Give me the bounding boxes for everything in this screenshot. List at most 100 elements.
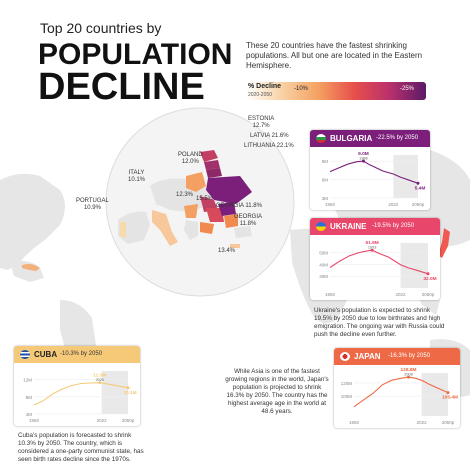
map-label-estonia: ESTONIA 12.7%: [248, 116, 275, 129]
x-tick-label: 2022: [97, 418, 108, 423]
x-tick-label: 2022: [388, 202, 399, 207]
title-kicker: Top 20 countries by: [40, 20, 162, 36]
decline-legend: % Decline 2020-2050 -10% -25%: [246, 82, 426, 100]
forecast-region: [400, 243, 428, 288]
ukraine-card-header: UKRAINE -19.5% by 2050: [310, 218, 440, 235]
end-value-label: 5.4M: [415, 185, 426, 191]
end-point: [426, 272, 430, 276]
peak-year-label: 2008: [404, 372, 412, 376]
peak-point: [98, 381, 102, 385]
peak-value-label: 11.3M: [93, 373, 106, 379]
end-point: [126, 386, 130, 390]
map-label-cyprus: 13.4%: [218, 248, 236, 254]
legend-label: % Decline: [248, 83, 282, 90]
peak-point: [361, 159, 365, 163]
x-tick-label: 2050p: [412, 202, 425, 207]
bulgaria-change: -22.5% by 2050: [376, 135, 419, 141]
x-tick-label: 1950: [29, 418, 40, 423]
end-value-label: 32.0M: [423, 276, 436, 282]
end-value-label: 10.1M: [123, 390, 136, 396]
y-tick-label: 8M: [26, 395, 33, 400]
map-label-lithuania: LITHUANIA 22.1%: [244, 143, 294, 149]
bulgaria-card-header: BULGARIA -22.5% by 2050: [310, 130, 430, 147]
end-value-label: 105.4M: [442, 395, 458, 401]
x-tick-label: 1950: [325, 292, 336, 297]
cuba-shape: [22, 264, 40, 271]
peak-point: [407, 375, 411, 379]
cuba-flag-icon: [20, 350, 30, 359]
japan-note: While Asia is one of the fastest growing…: [225, 368, 329, 415]
cuba-card-header: CUBA -10.3% by 2050: [14, 346, 140, 363]
bulgaria-card: BULGARIA -22.5% by 2050 3M 6M 9M 1950 2022 20…: [310, 130, 430, 210]
peak-point: [370, 248, 374, 252]
x-tick-label: 1950: [325, 202, 336, 207]
ukraine-card: UKRAINE -19.5% by 2050 30M 40M 50M 1950 2022…: [310, 218, 440, 300]
cuba-name: CUBA: [34, 350, 58, 359]
map-label-latvia: LATVIA 21.6%: [250, 133, 289, 139]
ukraine-flag-icon: [316, 222, 326, 231]
ukraine-change: -19.5% by 2050: [372, 223, 415, 229]
series-line: [353, 376, 449, 408]
map-label-portugal: PORTUGAL 10.9%: [76, 198, 109, 211]
japan-flag-icon: [340, 352, 350, 361]
y-tick-label: 100M: [341, 394, 353, 399]
peak-value-label: 128.8M: [401, 367, 417, 373]
bulgaria-flag-icon: [316, 134, 326, 143]
japan-card-header: JAPAN -16.3% by 2050: [334, 348, 460, 365]
forecast-region: [421, 373, 448, 416]
x-tick-label: 2022: [417, 420, 428, 425]
end-point: [416, 181, 420, 185]
cuba-change: -10.3% by 2050: [60, 351, 103, 357]
forecast-region: [101, 371, 128, 414]
y-tick-label: 30M: [319, 274, 328, 279]
japan-change: -16.3% by 2050: [388, 353, 431, 359]
legend-gradient: [246, 82, 426, 100]
y-tick-label: 4M: [26, 412, 33, 417]
peak-year-label: 1993: [368, 245, 376, 249]
legend-min-label: -10%: [294, 86, 309, 92]
map-label-georgia-2: GEORGIA 11.8%: [234, 214, 263, 227]
x-tick-label: 2050p: [422, 292, 435, 297]
map-label-italy: ITALY 10.1%: [128, 170, 146, 183]
ukraine-note: Ukraine's population is expected to shri…: [314, 307, 445, 338]
y-tick-label: 12M: [23, 378, 32, 383]
series-line: [33, 382, 129, 406]
y-tick-label: 40M: [319, 262, 328, 267]
map-label-greece: 12.3%: [176, 192, 194, 198]
page-title-line-2: DECLINE: [38, 66, 205, 108]
y-tick-label: 9M: [322, 159, 329, 164]
europe-map: [118, 150, 252, 248]
ukraine-name: UKRAINE: [330, 222, 367, 231]
x-tick-label: 2050p: [442, 420, 455, 425]
map-label-georgia: GEORGIA 11.8%: [216, 203, 262, 209]
legend-max-label: -25%: [400, 86, 415, 92]
y-tick-label: 120M: [341, 381, 353, 386]
y-tick-label: 6M: [322, 178, 329, 183]
japan-shape: [438, 228, 450, 258]
page-title-line-1: POPULATION: [38, 38, 233, 71]
bulgaria-name: BULGARIA: [330, 134, 373, 143]
map-label-15: 15.5%: [196, 196, 214, 202]
y-tick-label: 3M: [322, 196, 329, 201]
series-line: [329, 160, 419, 184]
x-tick-label: 2050p: [122, 418, 135, 423]
y-tick-label: 50M: [319, 250, 328, 255]
cuba-note: Cuba's population is forecasted to shrin…: [18, 432, 144, 463]
peak-value-label: 51.9M: [365, 240, 378, 246]
x-tick-label: 1950: [349, 420, 360, 425]
forecast-region: [393, 155, 418, 198]
japan-name: JAPAN: [354, 352, 381, 361]
japan-card: JAPAN -16.3% by 2050 100M 120M 1950 2022 205…: [334, 348, 460, 428]
x-tick-label: 2022: [396, 292, 407, 297]
map-label-poland: POLAND 12.0%: [178, 152, 203, 165]
end-point: [446, 391, 450, 395]
cuba-card: CUBA -10.3% by 2050 4M 8M 12M 1950 2022 2050p…: [14, 346, 140, 426]
series-line: [329, 249, 429, 275]
peak-value-label: 9.0M: [358, 151, 369, 157]
peak-year-label: 2020: [96, 378, 104, 382]
